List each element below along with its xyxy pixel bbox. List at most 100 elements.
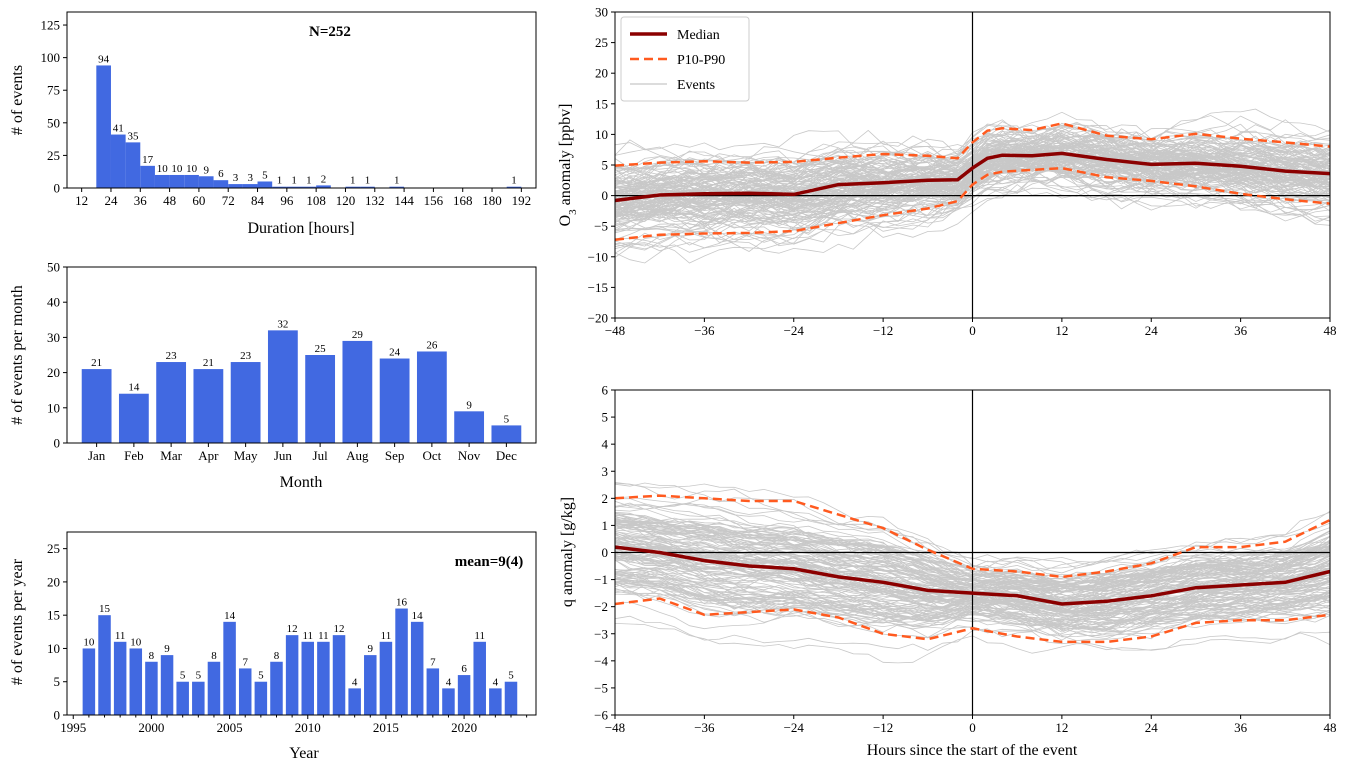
x-tick-label: 48: [1324, 323, 1337, 338]
month-bar: [491, 425, 522, 443]
p90-line: [614, 494, 1331, 579]
bar-value-label: 12: [287, 623, 298, 635]
bar-value-label: 21: [203, 357, 214, 369]
month-bar: [305, 355, 336, 443]
bar-value-label: 2: [321, 173, 327, 185]
bar-value-label: 8: [211, 650, 217, 662]
year-bar: [364, 655, 377, 715]
bar-value-label: 1: [511, 175, 517, 187]
x-tick-label: Nov: [458, 448, 481, 463]
bar-value-label: 4: [493, 676, 499, 688]
histogram-bar: [96, 65, 111, 188]
y-tick-label: 6: [602, 383, 609, 398]
bar-value-label: 11: [381, 630, 392, 642]
x-tick-label: 96: [280, 193, 294, 208]
bar-value-label: 29: [352, 329, 364, 341]
year-bar: [113, 641, 127, 715]
month-bar: [193, 369, 224, 443]
o3-anomaly-chart: −48 −36 −24 −12 0 12 24 36 48 −20 −15 −10 −5 0 5 10 15 20…: [557, 5, 1337, 339]
x-tick-label: 0: [969, 720, 976, 735]
month-bar: [118, 393, 149, 443]
y-tick-label: 50: [47, 260, 60, 275]
bar-value-label: 23: [166, 350, 178, 362]
y-tick-label: −5: [594, 680, 608, 695]
y-tick-label: 3: [602, 464, 609, 479]
y-tick-label: −1: [594, 572, 608, 587]
y-tick-label: 4: [602, 437, 609, 452]
histogram-bar: [389, 186, 405, 188]
histogram-bar: [301, 186, 317, 188]
bar-value-label: 9: [466, 399, 472, 411]
plot-frame: [66, 11, 537, 189]
year-bar: [457, 675, 471, 715]
bar-value-label: 3: [247, 172, 253, 184]
bar-value-label: 5: [196, 670, 202, 682]
y-tick-label: 30: [595, 5, 608, 20]
histogram-bar: [140, 165, 155, 188]
x-tick-label: Sep: [385, 448, 405, 463]
year-bar: [254, 681, 268, 715]
bar-value-label: 9: [164, 643, 170, 655]
y-tick-label: 50: [47, 115, 60, 130]
bar-value-label: 11: [302, 630, 313, 642]
year-bar: [410, 621, 424, 715]
histogram-bar: [360, 186, 375, 188]
year-bar: [379, 641, 393, 715]
x-tick-label: 2000: [138, 720, 164, 735]
y-tick-label: 125: [41, 18, 61, 33]
x-tick-label: 2005: [217, 720, 243, 735]
bar-value-label: 1: [306, 175, 312, 187]
bar-value-label: 4: [446, 676, 452, 688]
year-bar: [489, 688, 502, 715]
histogram-bar: [184, 174, 199, 188]
y-tick-label: −10: [588, 249, 608, 264]
bar-value-label: 1: [365, 175, 371, 187]
legend: Median P10-P90 Events: [620, 16, 750, 102]
bar-value-label: 23: [240, 350, 252, 362]
bar-value-label: 14: [128, 382, 140, 394]
bar-value-label: 5: [504, 413, 510, 425]
y-tick-label: 25: [47, 148, 60, 163]
year-bar: [145, 661, 158, 715]
year-bar: [160, 655, 174, 715]
month-bar: [454, 411, 485, 443]
plot-frame: [66, 531, 537, 716]
bar-value-label: 26: [426, 339, 438, 351]
bar-value-label: 5: [262, 169, 268, 181]
year-bar: [176, 681, 189, 715]
x-tick-label: 12: [1055, 720, 1068, 735]
y-tick-label: 20: [47, 574, 60, 589]
x-tick-label: 72: [222, 193, 235, 208]
x-axis-label: Hours since the start of the event: [867, 742, 1078, 759]
x-tick-label: 108: [306, 193, 326, 208]
histogram-bar: [506, 186, 522, 188]
bar-value-label: 17: [142, 154, 154, 166]
x-tick-label: Mar: [160, 448, 182, 463]
y-tick-label: 5: [54, 674, 61, 689]
bar-value-label: 10: [171, 163, 183, 175]
bar-value-label: 6: [218, 168, 224, 180]
x-tick-label: 0: [969, 323, 976, 338]
year-bar: [223, 621, 236, 715]
x-tick-label: 60: [192, 193, 205, 208]
bar-value-label: 10: [157, 163, 169, 175]
x-tick-label: −12: [873, 720, 893, 735]
x-axis-label: Month: [280, 474, 323, 491]
y-tick-label: 0: [54, 708, 61, 723]
bar-value-label: 12: [334, 623, 345, 635]
month-bar: [230, 362, 261, 443]
bar-value-label: 41: [113, 123, 124, 135]
x-tick-label: Jun: [274, 448, 293, 463]
legend-box: [620, 16, 750, 102]
bar-value-label: 21: [91, 357, 102, 369]
bar-value-label: 10: [83, 636, 95, 648]
year-bar: [442, 688, 455, 715]
x-tick-label: 36: [1234, 720, 1248, 735]
x-tick-label: 24: [1145, 323, 1159, 338]
x-tick-label: 48: [1324, 720, 1337, 735]
x-tick-label: 36: [134, 193, 148, 208]
x-tick-label: 192: [512, 193, 532, 208]
